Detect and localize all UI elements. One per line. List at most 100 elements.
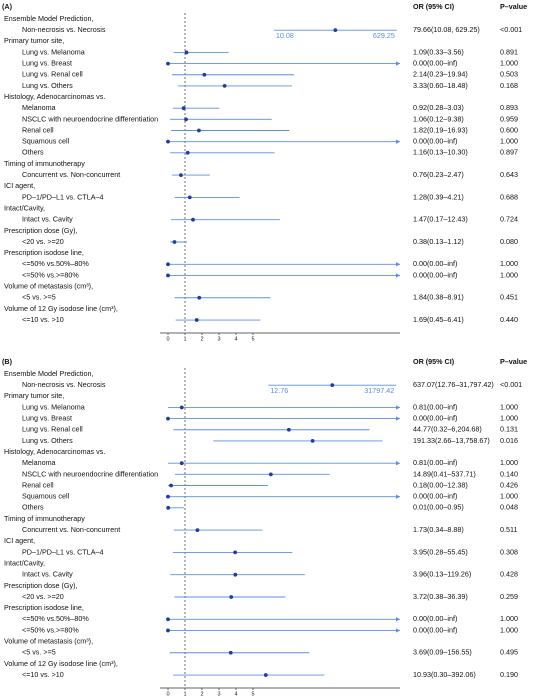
point-estimate [166, 505, 171, 510]
ci-arrow [396, 628, 400, 633]
row-label: Renal cell [22, 125, 54, 134]
panel: (A) OR (95% CI) P–value Ensemble Model Pred… [2, 2, 527, 343]
or-label: 0.00(0.00–inf) [413, 270, 457, 279]
row-label: Squamous cell [22, 137, 70, 146]
ci-arrow [396, 494, 400, 499]
x-tick-label: 5 [251, 336, 254, 342]
p-value: 0.440 [500, 315, 518, 324]
or-label: 1.73(0.34–8.88) [413, 525, 464, 534]
point-estimate [228, 650, 233, 655]
or-label: 0.81(0.00–inf) [413, 458, 457, 467]
p-value: 0.897 [500, 148, 518, 157]
or-label: 0.92(0.28–3.03) [413, 103, 464, 112]
row-label: Lung vs. Melanoma [22, 47, 85, 56]
p-value: 0.190 [500, 670, 518, 679]
or-label: 191.33(2.66–13,758.67) [413, 436, 490, 445]
row-label: Non-necrosis vs. Necrosis [22, 25, 106, 34]
column-header: P–value [500, 2, 527, 11]
ci-arrow [396, 262, 400, 267]
row-label: <5 vs. >=5 [22, 648, 56, 657]
row-label: Melanoma [22, 103, 56, 112]
or-label: 1.69(0.45–6.41) [413, 315, 464, 324]
point-estimate [181, 106, 186, 111]
row-label: <=10 vs. >10 [22, 670, 64, 679]
point-estimate [194, 318, 199, 322]
column-header: OR (95% CI) [413, 2, 455, 11]
group-label: Timing of immunotherapy [4, 514, 85, 523]
point-estimate [286, 427, 291, 432]
row-label: Concurrent vs. Non-concurrent [22, 170, 120, 179]
p-value: 0.643 [500, 170, 518, 179]
group-label: Timing of immunotherapy [4, 159, 85, 168]
group-label: Intact/Cavity, [4, 203, 45, 212]
ci-arrow [396, 61, 400, 66]
x-tick-label: 1 [183, 691, 186, 697]
x-tick-label: 2 [200, 691, 203, 697]
p-value: 0.048 [500, 503, 518, 512]
row-label: Lung vs. Breast [22, 59, 72, 68]
group-label: Prescription dose (Gy), [4, 581, 78, 590]
x-tick-label: 0 [166, 336, 169, 342]
row-label: Others [22, 148, 44, 157]
or-label: 0.00(0.00–inf) [413, 492, 457, 501]
p-value: 0.426 [500, 480, 518, 489]
point-estimate [195, 528, 200, 532]
p-value: 0.959 [500, 114, 518, 123]
or-label: 1.82(0.19–16.93) [413, 125, 468, 134]
x-tick-label: 3 [217, 336, 220, 342]
row-label: <=10 vs. >10 [22, 315, 64, 324]
or-label: 3.96(0.13–119.26) [413, 570, 471, 579]
point-estimate [166, 628, 170, 633]
group-label: Ensemble Model Prediction, [4, 14, 94, 23]
group-label: Histology, Adenocarcinomas vs. [4, 447, 105, 456]
point-estimate [179, 461, 184, 466]
point-estimate [185, 150, 190, 155]
or-label: 1.16(0.13–10.30) [413, 148, 468, 157]
point-estimate [184, 50, 189, 55]
or-label: 0.00(0.00–inf) [413, 137, 457, 146]
p-value: <0.001 [500, 380, 522, 389]
ci-arrow [396, 405, 400, 410]
row-label: Lung vs. Renal cell [22, 425, 83, 434]
point-estimate [202, 72, 207, 77]
p-value: 0.140 [500, 469, 518, 478]
ci-arrow [396, 416, 400, 421]
x-tick-label: 0 [166, 691, 169, 697]
p-value: 1.000 [500, 259, 518, 268]
group-label: Volume of metastasis (cm³), [4, 282, 93, 291]
row-label: Intact vs. Cavity [22, 215, 73, 224]
or-label: 0.00(0.00–inf) [413, 259, 457, 268]
row-label: Melanoma [22, 458, 56, 467]
ci-label: 10.08 [276, 31, 294, 40]
or-label: 3.69(0.09–156.55) [413, 648, 472, 657]
point-estimate [179, 173, 183, 178]
or-label: 0.00(0.00–inf) [413, 614, 457, 623]
row-label: Renal cell [22, 480, 54, 489]
row-label: Intact vs. Cavity [22, 570, 73, 579]
row-label: Lung vs. Renal cell [22, 70, 83, 79]
p-value: 0.495 [500, 648, 518, 657]
row-label: PD–1/PD–L1 vs. CTLA–4 [22, 547, 104, 556]
or-label: 10.93(0.30–392.06) [413, 670, 476, 679]
or-label: 14.89(0.41–537.71) [413, 469, 476, 478]
row-label: Non-necrosis vs. Necrosis [22, 380, 106, 389]
point-estimate [197, 295, 202, 300]
group-label: ICI agent, [4, 181, 35, 190]
p-value: 1.000 [500, 270, 518, 279]
row-label: Lung vs. Breast [22, 414, 72, 423]
point-estimate [166, 273, 170, 278]
group-label: Volume of metastasis (cm³), [4, 637, 93, 646]
p-value: 0.080 [500, 237, 518, 246]
p-value: 0.600 [500, 125, 518, 134]
group-label: ICI agent, [4, 536, 35, 545]
or-label: 0.38(0.13–1.12) [413, 237, 464, 246]
row-label: Others [22, 503, 44, 512]
p-value: 0.893 [500, 103, 518, 112]
group-label: Intact/Cavity, [4, 558, 45, 567]
row-label: <=50% vs.>=80% [22, 625, 79, 634]
p-value: 0.259 [500, 592, 518, 601]
point-estimate [310, 439, 315, 443]
or-label: 1.47(0.17–12.43) [413, 215, 468, 224]
p-value: <0.001 [500, 25, 522, 34]
